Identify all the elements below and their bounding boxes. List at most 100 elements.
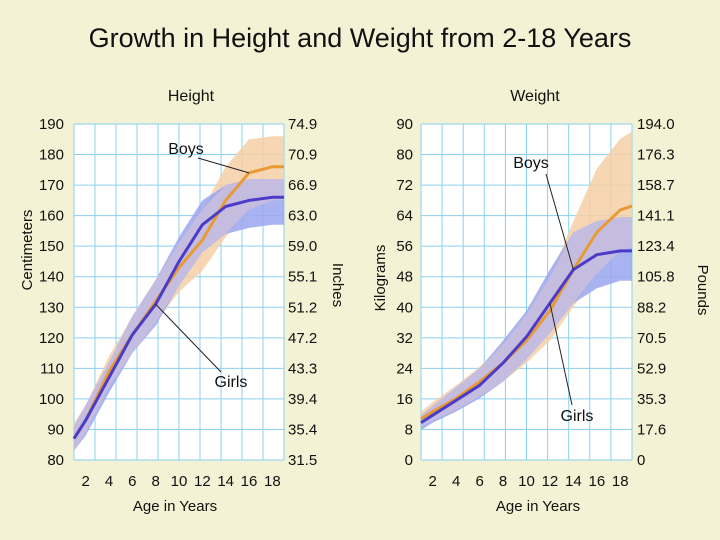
height-y-left-tick: 140 — [39, 269, 64, 286]
height-girls-label: Girls — [215, 374, 248, 391]
weight-y-right-tick: 105.8 — [637, 269, 675, 286]
height-y-right-tick: 51.2 — [288, 299, 317, 316]
height-x-tick: 2 — [81, 473, 89, 490]
weight-y-left-tick: 48 — [396, 269, 413, 286]
weight-x-tick: 4 — [452, 473, 460, 490]
weight-girls-line — [420, 249, 632, 424]
height-plot: 80 90 100 110 120 130 140 150 160 170 180 190 31.5 35… — [39, 116, 317, 490]
weight-x-tick: 16 — [588, 473, 605, 490]
weight-x-tick: 18 — [612, 473, 629, 490]
height-bands — [74, 136, 284, 451]
height-ticks: 80 90 100 110 120 130 140 150 160 170 180 190 31.5 35… — [39, 116, 317, 490]
height-y-right-tick: 70.9 — [288, 147, 317, 164]
weight-y-right-tick: 88.2 — [637, 299, 666, 316]
height-y-right-tick: 74.9 — [288, 116, 317, 133]
height-panel-label: Height — [168, 88, 215, 105]
weight-y-right-tick: 35.3 — [637, 391, 666, 408]
height-y-right-label: Inches — [329, 263, 346, 307]
height-y-left-tick: 120 — [39, 330, 64, 347]
weight-ticks: 0816243240485664728090017.635.352.970.58… — [396, 116, 674, 490]
weight-girls-leader — [549, 303, 573, 406]
height-y-right-tick: 31.5 — [288, 452, 317, 469]
weight-boys-line — [420, 204, 633, 421]
weight-y-left-tick: 32 — [396, 330, 413, 347]
weight-x-tick: 8 — [499, 473, 507, 490]
weight-plot: 0816243240485664728090017.635.352.970.58… — [396, 116, 674, 490]
weight-y-left-tick: 72 — [396, 177, 413, 194]
weight-y-right-tick: 0 — [637, 452, 645, 469]
height-y-right-tick: 35.4 — [288, 421, 317, 438]
height-x-tick: 12 — [194, 473, 211, 490]
weight-y-right-tick: 17.6 — [637, 421, 666, 438]
height-y-left-tick: 130 — [39, 299, 64, 316]
weight-y-left-tick: 64 — [396, 208, 413, 225]
weight-bands — [421, 131, 632, 431]
weight-y-left-tick: 56 — [396, 238, 413, 255]
weight-x-tick: 6 — [475, 473, 483, 490]
weight-y-left-tick: 0 — [405, 452, 413, 469]
height-y-left-label: Centimeters — [19, 210, 36, 291]
weight-y-right-tick: 158.7 — [637, 177, 675, 194]
height-x-tick: 6 — [128, 473, 136, 490]
height-girls-leader — [155, 303, 222, 373]
height-y-right-tick: 59.0 — [288, 238, 317, 255]
height-x-tick: 14 — [217, 473, 234, 490]
weight-boys-leader — [545, 173, 574, 270]
weight-x-tick: 2 — [429, 473, 437, 490]
height-boys-leader — [197, 157, 250, 174]
height-y-left-tick: 80 — [47, 452, 64, 469]
weight-y-left-tick: 24 — [396, 360, 413, 377]
weight-y-left-tick: 80 — [396, 147, 413, 164]
height-boys-line — [72, 165, 284, 440]
height-y-left-tick: 90 — [47, 421, 64, 438]
weight-x-tick: 14 — [565, 473, 582, 490]
weight-y-left-tick: 8 — [405, 421, 413, 438]
weight-y-right-label: Pounds — [694, 265, 711, 316]
height-y-right-tick: 55.1 — [288, 269, 317, 286]
weight-y-right-tick: 176.3 — [637, 147, 675, 164]
series-annotations: Boys Girls Boys Girls — [155, 141, 594, 425]
weight-x-tick: 10 — [518, 473, 535, 490]
height-boys-label: Boys — [168, 141, 204, 158]
height-y-right-tick: 63.0 — [288, 208, 317, 225]
height-y-right-tick: 43.3 — [288, 360, 317, 377]
weight-girls-label: Girls — [561, 408, 594, 425]
height-y-left-tick: 170 — [39, 177, 64, 194]
height-x-tick: 18 — [264, 473, 281, 490]
weight-x-tick: 12 — [542, 473, 559, 490]
weight-y-right-tick: 70.5 — [637, 330, 666, 347]
weight-y-right-tick: 141.1 — [637, 208, 675, 225]
height-x-tick: 8 — [151, 473, 159, 490]
weight-y-right-tick: 194.0 — [637, 116, 675, 133]
height-y-left-tick: 180 — [39, 147, 64, 164]
height-y-left-tick: 150 — [39, 238, 64, 255]
height-y-left-tick: 110 — [40, 360, 64, 377]
height-y-right-tick: 39.4 — [288, 391, 317, 408]
weight-y-right-tick: 123.4 — [637, 238, 675, 255]
height-y-left-tick: 100 — [39, 391, 64, 408]
height-x-tick: 16 — [241, 473, 258, 490]
weight-y-left-tick: 40 — [396, 299, 413, 316]
chart-title: Growth in Height and Weight from 2-18 Ye… — [89, 23, 632, 53]
height-lines — [72, 165, 284, 440]
weight-boys-label: Boys — [513, 155, 549, 172]
height-y-left-tick: 190 — [39, 116, 64, 133]
height-girls-line — [72, 195, 284, 440]
height-x-tick: 4 — [105, 473, 113, 490]
height-y-left-tick: 160 — [39, 208, 64, 225]
weight-y-left-tick: 16 — [396, 391, 413, 408]
height-girls-band — [74, 179, 284, 451]
height-y-right-tick: 66.9 — [288, 177, 317, 194]
height-x-axis-label: Age in Years — [133, 498, 217, 515]
weight-overlap-band — [421, 217, 632, 427]
weight-y-left-label: Kilograms — [372, 245, 389, 312]
weight-x-axis-label: Age in Years — [496, 498, 580, 515]
weight-panel-label: Weight — [510, 88, 560, 105]
height-x-tick: 10 — [171, 473, 188, 490]
height-y-right-tick: 47.2 — [288, 330, 317, 347]
weight-lines — [420, 204, 633, 424]
weight-y-left-tick: 90 — [396, 116, 413, 133]
weight-y-right-tick: 52.9 — [637, 360, 666, 377]
